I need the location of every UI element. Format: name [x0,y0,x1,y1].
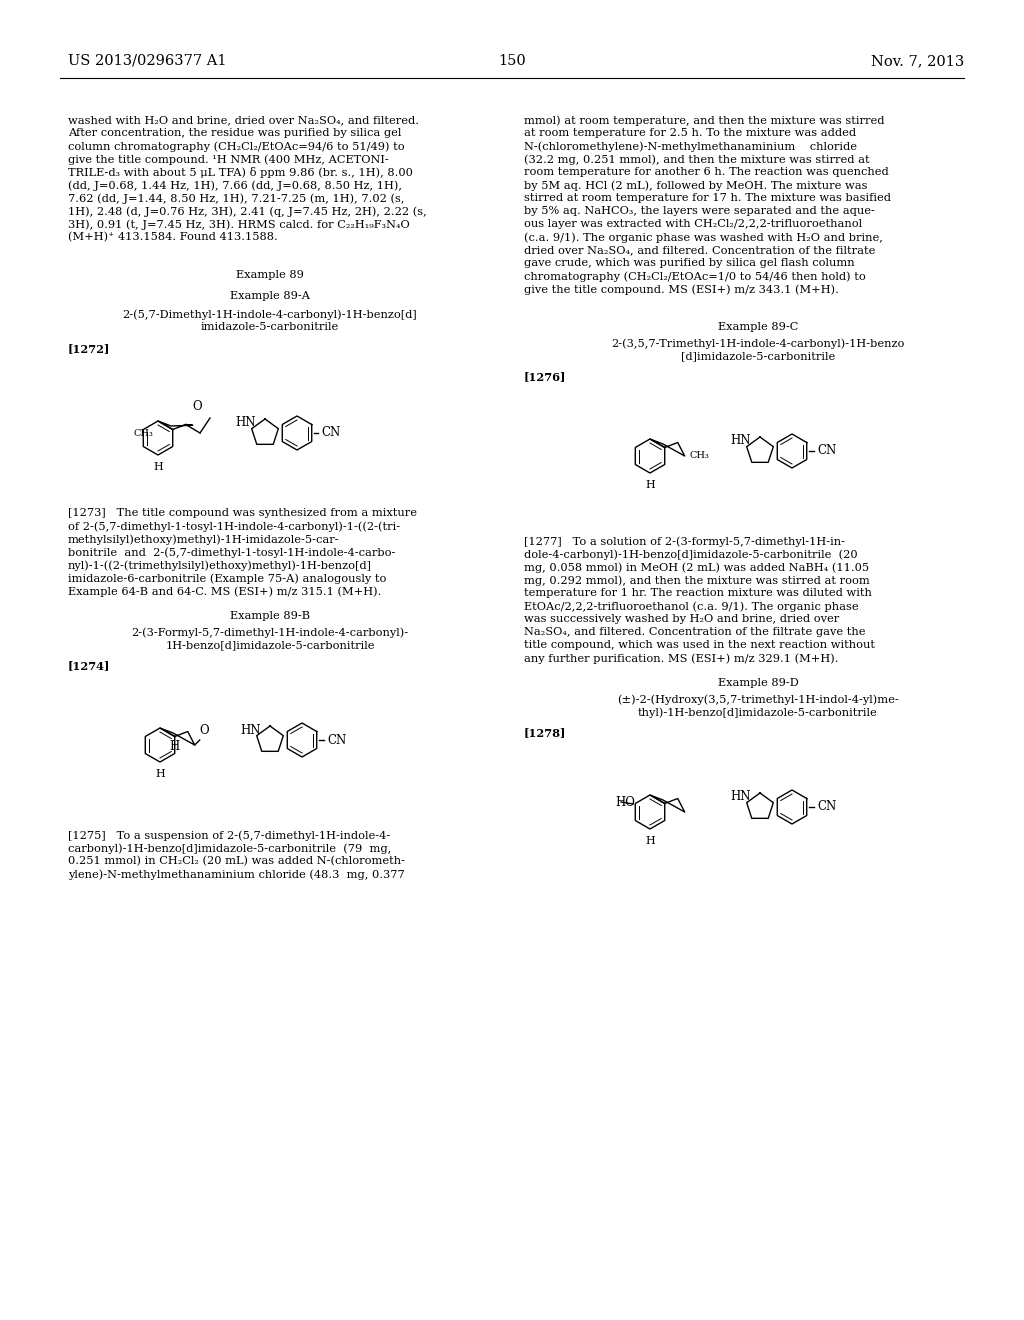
Text: N-(chloromethylene)-N-methylmethanaminium    chloride: N-(chloromethylene)-N-methylmethanaminiu… [524,141,857,152]
Text: (c.a. 9/1). The organic phase was washed with H₂O and brine,: (c.a. 9/1). The organic phase was washed… [524,232,883,243]
Text: CH₃: CH₃ [690,451,710,461]
Text: Example 89: Example 89 [237,271,304,280]
Text: CN: CN [817,800,837,813]
Text: 0.251 mmol) in CH₂Cl₂ (20 mL) was added N-(chlorometh-: 0.251 mmol) in CH₂Cl₂ (20 mL) was added … [68,855,406,866]
Text: [1273]   The title compound was synthesized from a mixture: [1273] The title compound was synthesize… [68,508,417,517]
Text: gave crude, which was purified by silica gel flash column: gave crude, which was purified by silica… [524,257,855,268]
Text: H: H [155,770,165,779]
Text: TRILE-d₃ with about 5 μL TFA) δ ppm 9.86 (br. s., 1H), 8.00: TRILE-d₃ with about 5 μL TFA) δ ppm 9.86… [68,168,413,178]
Text: H: H [645,836,655,846]
Text: After concentration, the residue was purified by silica gel: After concentration, the residue was pur… [68,128,401,139]
Text: column chromatography (CH₂Cl₂/EtOAc=94/6 to 51/49) to: column chromatography (CH₂Cl₂/EtOAc=94/6… [68,141,404,152]
Text: HO: HO [615,796,635,808]
Text: imidazole-6-carbonitrile (Example 75-A) analogously to: imidazole-6-carbonitrile (Example 75-A) … [68,573,386,583]
Text: bonitrile  and  2-(5,7-dimethyl-1-tosyl-1H-indole-4-carbo-: bonitrile and 2-(5,7-dimethyl-1-tosyl-1H… [68,546,395,557]
Text: H: H [154,462,163,473]
Text: mg, 0.292 mmol), and then the mixture was stirred at room: mg, 0.292 mmol), and then the mixture wa… [524,576,869,586]
Text: 7.62 (dd, J=1.44, 8.50 Hz, 1H), 7.21-7.25 (m, 1H), 7.02 (s,: 7.62 (dd, J=1.44, 8.50 Hz, 1H), 7.21-7.2… [68,193,404,203]
Text: ylene)-N-methylmethanaminium chloride (48.3  mg, 0.377: ylene)-N-methylmethanaminium chloride (4… [68,869,404,879]
Text: by 5% aq. NaHCO₃, the layers were separated and the aque-: by 5% aq. NaHCO₃, the layers were separa… [524,206,874,216]
Text: Example 89-D: Example 89-D [718,678,799,688]
Text: ous layer was extracted with CH₂Cl₂/2,2,2-trifluoroethanol: ous layer was extracted with CH₂Cl₂/2,2,… [524,219,862,228]
Text: (32.2 mg, 0.251 mmol), and then the mixture was stirred at: (32.2 mg, 0.251 mmol), and then the mixt… [524,154,869,165]
Text: Example 64-B and 64-C. MS (ESI+) m/z 315.1 (M+H).: Example 64-B and 64-C. MS (ESI+) m/z 315… [68,586,381,597]
Text: carbonyl)-1H-benzo[d]imidazole-5-carbonitrile  (79  mg,: carbonyl)-1H-benzo[d]imidazole-5-carboni… [68,843,391,854]
Text: CN: CN [321,426,340,440]
Text: mg, 0.058 mmol) in MeOH (2 mL) was added NaBH₄ (11.05: mg, 0.058 mmol) in MeOH (2 mL) was added… [524,562,869,573]
Text: HN: HN [234,417,256,429]
Text: was successively washed by H₂O and brine, dried over: was successively washed by H₂O and brine… [524,614,840,624]
Text: give the title compound. ¹H NMR (400 MHz, ACETONI-: give the title compound. ¹H NMR (400 MHz… [68,154,389,165]
Text: title compound, which was used in the next reaction without: title compound, which was used in the ne… [524,640,874,649]
Text: HN: HN [730,791,751,804]
Text: mmol) at room temperature, and then the mixture was stirred: mmol) at room temperature, and then the … [524,115,885,125]
Text: [1278]: [1278] [524,727,566,738]
Text: CN: CN [817,445,837,458]
Text: [1274]: [1274] [68,660,111,671]
Text: any further purification. MS (ESI+) m/z 329.1 (M+H).: any further purification. MS (ESI+) m/z … [524,653,839,664]
Text: H: H [170,739,180,752]
Text: 3H), 0.91 (t, J=7.45 Hz, 3H). HRMS calcd. for C₂₂H₁₉F₃N₄O: 3H), 0.91 (t, J=7.45 Hz, 3H). HRMS calcd… [68,219,410,230]
Text: give the title compound. MS (ESI+) m/z 343.1 (M+H).: give the title compound. MS (ESI+) m/z 3… [524,284,839,294]
Text: (±)-2-(Hydroxy(3,5,7-trimethyl-1H-indol-4-yl)me-: (±)-2-(Hydroxy(3,5,7-trimethyl-1H-indol-… [617,694,899,705]
Text: stirred at room temperature for 17 h. The mixture was basified: stirred at room temperature for 17 h. Th… [524,193,891,203]
Text: chromatography (CH₂Cl₂/EtOAc=1/0 to 54/46 then hold) to: chromatography (CH₂Cl₂/EtOAc=1/0 to 54/4… [524,271,865,281]
Text: 2-(3-Formyl-5,7-dimethyl-1H-indole-4-carbonyl)-: 2-(3-Formyl-5,7-dimethyl-1H-indole-4-car… [131,627,409,638]
Text: 150: 150 [498,54,526,69]
Text: dole-4-carbonyl)-1H-benzo[d]imidazole-5-carbonitrile  (20: dole-4-carbonyl)-1H-benzo[d]imidazole-5-… [524,549,858,560]
Text: O: O [200,723,209,737]
Text: of 2-(5,7-dimethyl-1-tosyl-1H-indole-4-carbonyl)-1-((2-(tri-: of 2-(5,7-dimethyl-1-tosyl-1H-indole-4-c… [68,521,400,532]
Text: 2-(3,5,7-Trimethyl-1H-indole-4-carbonyl)-1H-benzo: 2-(3,5,7-Trimethyl-1H-indole-4-carbonyl)… [611,338,904,348]
Text: nyl)-1-((2-(trimethylsilyl)ethoxy)methyl)-1H-benzo[d]: nyl)-1-((2-(trimethylsilyl)ethoxy)methyl… [68,560,372,570]
Text: US 2013/0296377 A1: US 2013/0296377 A1 [68,54,226,69]
Text: 1H-benzo[d]imidazole-5-carbonitrile: 1H-benzo[d]imidazole-5-carbonitrile [165,640,375,649]
Text: (dd, J=0.68, 1.44 Hz, 1H), 7.66 (dd, J=0.68, 8.50 Hz, 1H),: (dd, J=0.68, 1.44 Hz, 1H), 7.66 (dd, J=0… [68,180,402,190]
Text: O: O [193,400,202,413]
Text: H: H [645,480,655,490]
Text: temperature for 1 hr. The reaction mixture was diluted with: temperature for 1 hr. The reaction mixtu… [524,587,871,598]
Text: 2-(5,7-Dimethyl-1H-indole-4-carbonyl)-1H-benzo[d]: 2-(5,7-Dimethyl-1H-indole-4-carbonyl)-1H… [123,309,418,319]
Text: room temperature for another 6 h. The reaction was quenched: room temperature for another 6 h. The re… [524,168,889,177]
Text: [1277]   To a solution of 2-(3-formyl-5,7-dimethyl-1H-in-: [1277] To a solution of 2-(3-formyl-5,7-… [524,536,845,546]
Text: Na₂SO₄, and filtered. Concentration of the filtrate gave the: Na₂SO₄, and filtered. Concentration of t… [524,627,865,638]
Text: CN: CN [327,734,346,747]
Text: imidazole-5-carbonitrile: imidazole-5-carbonitrile [201,322,339,333]
Text: Example 89-A: Example 89-A [230,290,310,301]
Text: EtOAc/2,2,2-trifluoroethanol (c.a. 9/1). The organic phase: EtOAc/2,2,2-trifluoroethanol (c.a. 9/1).… [524,601,859,611]
Text: 1H), 2.48 (d, J=0.76 Hz, 3H), 2.41 (q, J=7.45 Hz, 2H), 2.22 (s,: 1H), 2.48 (d, J=0.76 Hz, 3H), 2.41 (q, J… [68,206,427,216]
Text: [1275]   To a suspension of 2-(5,7-dimethyl-1H-indole-4-: [1275] To a suspension of 2-(5,7-dimethy… [68,830,390,841]
Text: methylsilyl)ethoxy)methyl)-1H-imidazole-5-car-: methylsilyl)ethoxy)methyl)-1H-imidazole-… [68,535,340,545]
Text: dried over Na₂SO₄, and filtered. Concentration of the filtrate: dried over Na₂SO₄, and filtered. Concent… [524,246,876,255]
Text: thyl)-1H-benzo[d]imidazole-5-carbonitrile: thyl)-1H-benzo[d]imidazole-5-carbonitril… [638,708,878,718]
Text: CH₃: CH₃ [133,429,153,437]
Text: [1276]: [1276] [524,371,566,381]
Text: (M+H)⁺ 413.1584. Found 413.1588.: (M+H)⁺ 413.1584. Found 413.1588. [68,232,278,243]
Text: Nov. 7, 2013: Nov. 7, 2013 [870,54,964,69]
Text: HN: HN [240,723,260,737]
Text: Example 89-B: Example 89-B [230,611,310,620]
Text: [d]imidazole-5-carbonitrile: [d]imidazole-5-carbonitrile [681,351,836,360]
Text: [1272]: [1272] [68,343,111,354]
Text: Example 89-C: Example 89-C [718,322,798,333]
Text: at room temperature for 2.5 h. To the mixture was added: at room temperature for 2.5 h. To the mi… [524,128,856,139]
Text: washed with H₂O and brine, dried over Na₂SO₄, and filtered.: washed with H₂O and brine, dried over Na… [68,115,419,125]
Text: HN: HN [730,434,751,447]
Text: by 5M aq. HCl (2 mL), followed by MeOH. The mixture was: by 5M aq. HCl (2 mL), followed by MeOH. … [524,180,867,190]
